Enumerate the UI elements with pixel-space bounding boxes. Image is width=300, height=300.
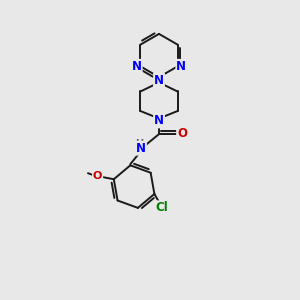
Text: H: H [135,139,144,149]
Text: N: N [136,142,146,155]
Text: N: N [154,74,164,87]
Text: O: O [177,127,187,140]
Text: O: O [93,171,102,181]
Text: N: N [132,60,142,73]
Text: N: N [154,114,164,128]
Text: N: N [176,60,186,73]
Text: Cl: Cl [155,201,168,214]
